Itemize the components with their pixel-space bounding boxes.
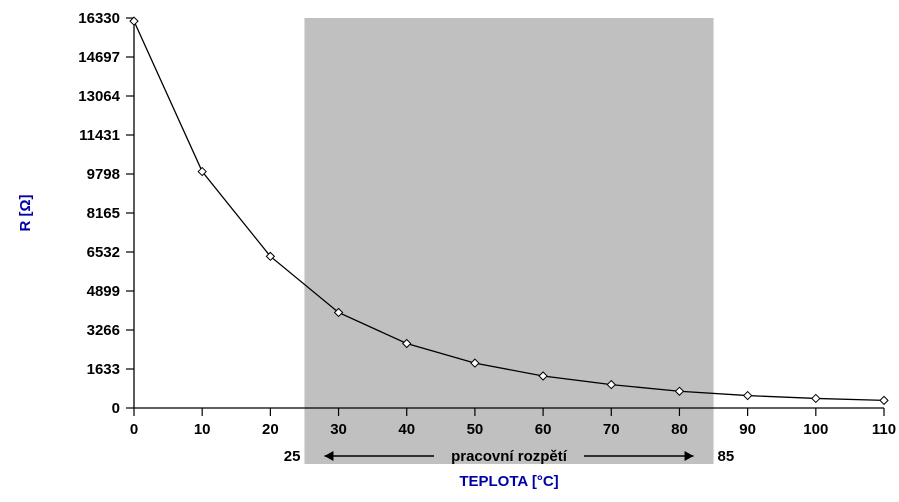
range-label: pracovní rozpětí (451, 448, 568, 465)
x-tick-label: 100 (803, 421, 828, 438)
thermistor-chart: 0 1633 3266 4899 6532 8165 9798 11431 13064 14697… (0, 0, 899, 502)
x-tick-label: 40 (398, 421, 415, 438)
y-tick-label: 1633 (87, 361, 120, 378)
y-tick-label: 9798 (87, 166, 120, 183)
y-tick-label: 8165 (87, 205, 120, 222)
x-tick-label: 30 (330, 421, 347, 438)
x-tick-label: 90 (739, 421, 756, 438)
y-tick-label: 4899 (87, 283, 120, 300)
x-tick-label: 50 (467, 421, 484, 438)
y-tick-label: 13064 (78, 88, 120, 105)
y-tick-label: 11431 (79, 127, 120, 144)
x-tick-label: 20 (262, 421, 279, 438)
x-axis-label: TEPLOTA [°C] (459, 473, 558, 490)
range-start-label: 25 (284, 448, 301, 465)
x-tick-label: 70 (603, 421, 620, 438)
x-tick-label: 80 (671, 421, 688, 438)
x-tick-label: 110 (872, 421, 896, 438)
y-axis-label: R [Ω] (17, 194, 34, 231)
y-tick-label: 14697 (78, 49, 120, 66)
working-range-band (304, 18, 713, 408)
x-tick-label: 0 (130, 421, 138, 438)
y-tick-label: 6532 (87, 244, 120, 261)
y-tick-label: 16330 (78, 10, 120, 27)
x-tick-label: 60 (535, 421, 552, 438)
y-tick-label: 0 (112, 400, 120, 417)
range-end-label: 85 (718, 448, 735, 465)
x-tick-label: 10 (194, 421, 211, 438)
y-tick-label: 3266 (87, 322, 120, 339)
